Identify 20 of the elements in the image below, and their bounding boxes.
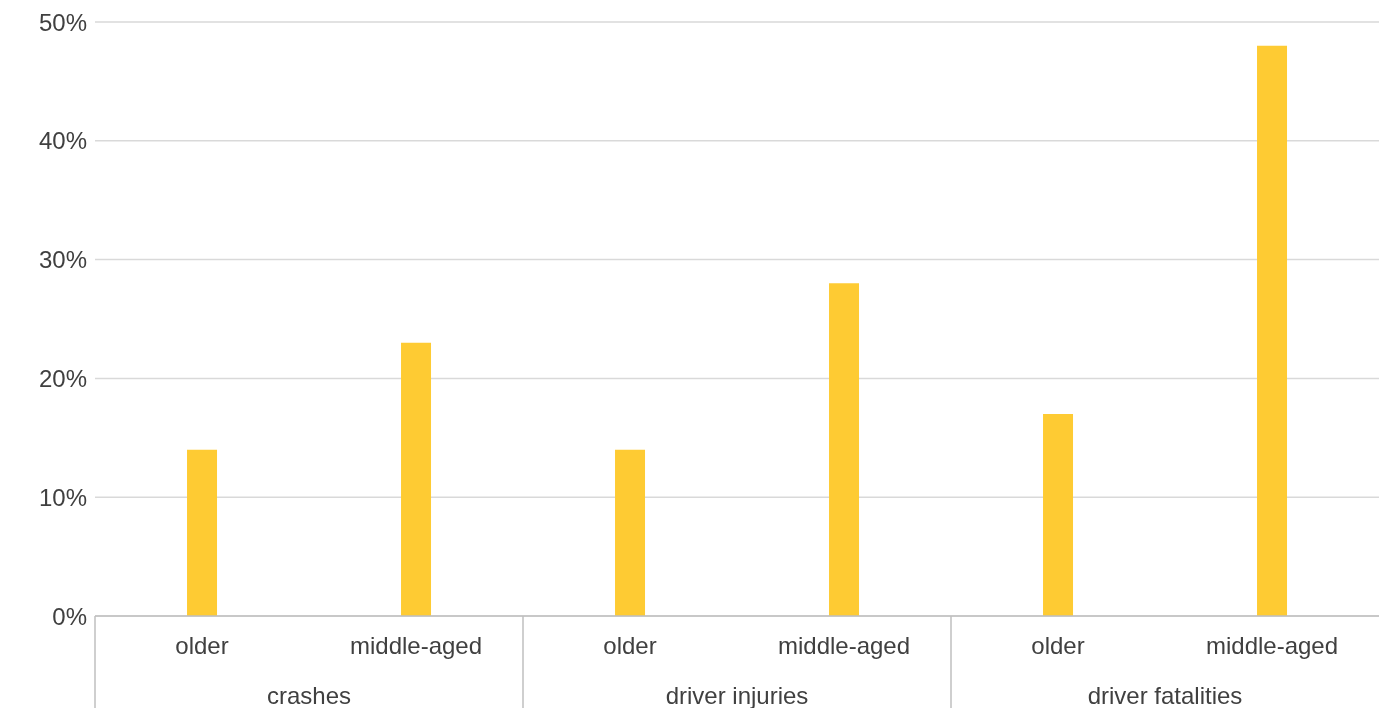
bar [1257, 45, 1288, 616]
bar [401, 342, 432, 616]
bar [615, 449, 646, 616]
x-tick-label: older [175, 632, 229, 659]
y-tick-label: 20% [38, 364, 87, 392]
bar [187, 449, 218, 616]
bar [829, 283, 860, 616]
x-tick-label: middle-aged [1205, 632, 1339, 659]
y-tick-label: 10% [38, 483, 87, 511]
x-tick-label: older [1031, 632, 1085, 659]
y-tick-label: 30% [38, 246, 87, 274]
bar [1043, 414, 1074, 616]
x-tick-label: middle-aged [349, 632, 483, 659]
x-tick-label: older [603, 632, 657, 659]
text: crashes [266, 682, 352, 709]
y-tick-label: 40% [38, 127, 87, 155]
text: driver fatalities [1087, 682, 1243, 709]
y-tick-label: 50% [38, 8, 87, 36]
x-tick-label: middle-aged [777, 632, 911, 659]
y-tick-label: 0% [52, 602, 87, 630]
